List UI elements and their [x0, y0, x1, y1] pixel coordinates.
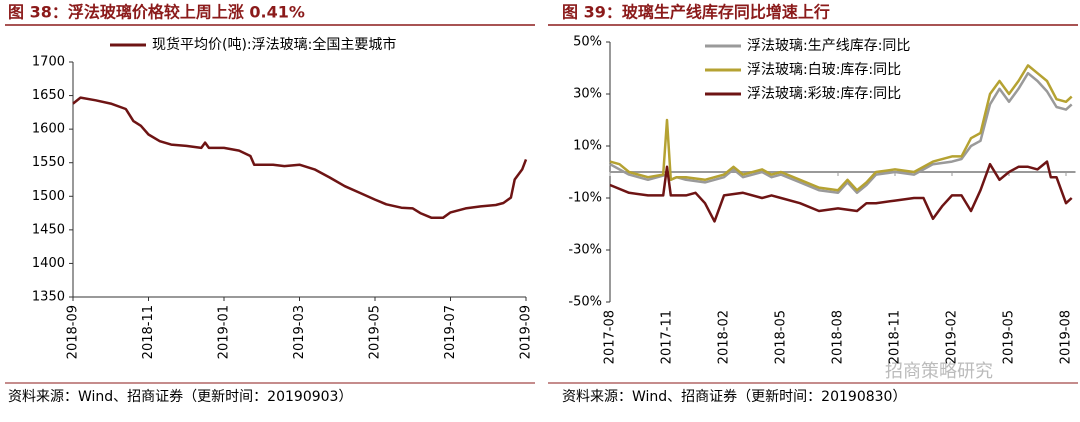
legend-label: 现货平均价(吨):浮法玻璃:全国主要城市 [152, 36, 396, 53]
legend-label: 浮法玻璃:生产线库存:同比 [747, 37, 910, 54]
legend-label: 浮法玻璃:彩玻:库存:同比 [747, 85, 901, 102]
x-tick-label: 2018-09 [66, 305, 81, 359]
x-tick-label: 2018-11 [141, 305, 156, 359]
y-tick-label: 1500 [32, 189, 65, 204]
y-tick-label: 30% [573, 87, 602, 102]
y-tick-label: -50% [568, 295, 602, 310]
x-tick-label: 2018-08 [831, 310, 846, 364]
x-tick-label: 2019-08 [1059, 310, 1074, 364]
series-line [609, 71, 1073, 195]
x-tick-label: 2019-09 [519, 305, 534, 359]
chart-title: 图 38：浮法玻璃价格较上周上涨 0.41% [8, 3, 305, 22]
y-tick-label: 1450 [32, 222, 65, 237]
watermark: 招商策略研究 [885, 361, 993, 382]
y-tick-label: 1650 [32, 88, 65, 103]
y-tick-label: 1700 [32, 55, 65, 70]
series-line [609, 64, 1073, 192]
y-tick-label: 1600 [32, 122, 65, 137]
chart-title: 图 39：玻璃生产线库存同比增速上行 [562, 3, 830, 22]
x-tick-label: 2018-02 [717, 310, 732, 364]
x-tick-label: 2017-11 [660, 310, 675, 364]
y-tick-label: 1550 [32, 155, 65, 170]
x-tick-label: 2019-05 [368, 305, 383, 359]
x-tick-label: 2019-01 [217, 305, 232, 359]
y-tick-label: 10% [573, 139, 602, 154]
y-tick-label: -10% [568, 191, 602, 206]
x-tick-label: 2019-02 [945, 310, 960, 364]
y-tick-label: 1400 [32, 256, 65, 271]
x-tick-label: 2018-05 [774, 310, 789, 364]
x-tick-label: 2019-03 [292, 305, 307, 359]
x-tick-label: 2019-07 [443, 305, 458, 359]
x-tick-label: 2017-08 [603, 310, 618, 364]
series-line [609, 160, 1073, 223]
y-tick-label: 1350 [32, 290, 65, 305]
x-tick-label: 2018-11 [888, 310, 903, 364]
y-tick-label: 50% [573, 35, 602, 50]
y-tick-label: -30% [568, 243, 602, 258]
legend-label: 浮法玻璃:白玻:库存:同比 [747, 61, 901, 78]
series-line [72, 96, 528, 220]
x-tick-label: 2019-05 [1002, 310, 1017, 364]
source: 资料来源：Wind、招商证券（更新时间：20190903） [8, 389, 352, 405]
source: 资料来源：Wind、招商证券（更新时间：20190830） [562, 389, 906, 405]
